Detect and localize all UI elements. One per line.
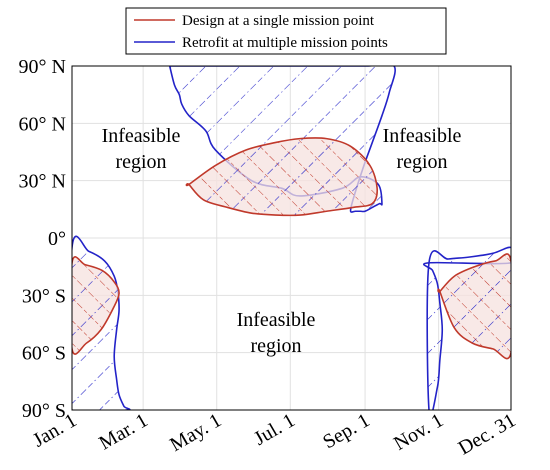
design-region-design-south bbox=[72, 256, 120, 355]
y-tick-label: 60° S bbox=[22, 343, 66, 365]
y-tick-label: 60° N bbox=[19, 113, 66, 135]
x-tick-labels: Jan. 1 Mar. 1 May. 1 Jul. 1 Sep. 1 Nov. 1 Dec.… bbox=[29, 409, 519, 459]
y-tick-label: 0° bbox=[48, 228, 66, 250]
y-tick-label: 90° S bbox=[22, 400, 66, 422]
annotation-south-line2: region bbox=[250, 335, 301, 357]
annotation-nw: Infeasible region bbox=[102, 125, 181, 173]
regions bbox=[72, 66, 511, 410]
annotation-south: Infeasible region bbox=[237, 309, 316, 357]
legend-design-label: Design at a single mission point bbox=[182, 13, 375, 29]
axes-frame bbox=[71, 65, 512, 411]
legend: Design at a single mission point Retrofi… bbox=[125, 7, 447, 55]
annotation-ne: Infeasible region bbox=[383, 125, 462, 173]
y-tick-label: 30° N bbox=[19, 171, 66, 193]
design-region-design-southeast bbox=[437, 253, 511, 360]
annotation-nw-line1: Infeasible bbox=[102, 125, 181, 147]
annotation-nw-line2: region bbox=[115, 151, 166, 173]
x-tick-label: Dec. 31 bbox=[455, 409, 520, 459]
y-tick-label: 30° S bbox=[22, 285, 66, 307]
x-tick-label: May. 1 bbox=[166, 409, 225, 456]
y-tick-label: 90° N bbox=[19, 56, 66, 78]
y-tick-labels: 90° N 60° N 30° N 0° 30° S 60° S 90° S bbox=[19, 56, 66, 422]
x-tick-label: Mar. 1 bbox=[95, 409, 151, 454]
legend-box bbox=[125, 7, 447, 55]
x-tick-label: Sep. 1 bbox=[319, 409, 373, 453]
annotation-south-line1: Infeasible bbox=[237, 309, 316, 331]
annotation-ne-line2: region bbox=[396, 151, 447, 173]
annotation-ne-line1: Infeasible bbox=[383, 125, 462, 147]
legend-retrofit-label: Retrofit at multiple mission points bbox=[182, 35, 388, 51]
x-tick-label: Nov. 1 bbox=[390, 409, 447, 455]
design-region-design-north bbox=[185, 137, 379, 217]
x-tick-label: Jul. 1 bbox=[250, 409, 299, 450]
